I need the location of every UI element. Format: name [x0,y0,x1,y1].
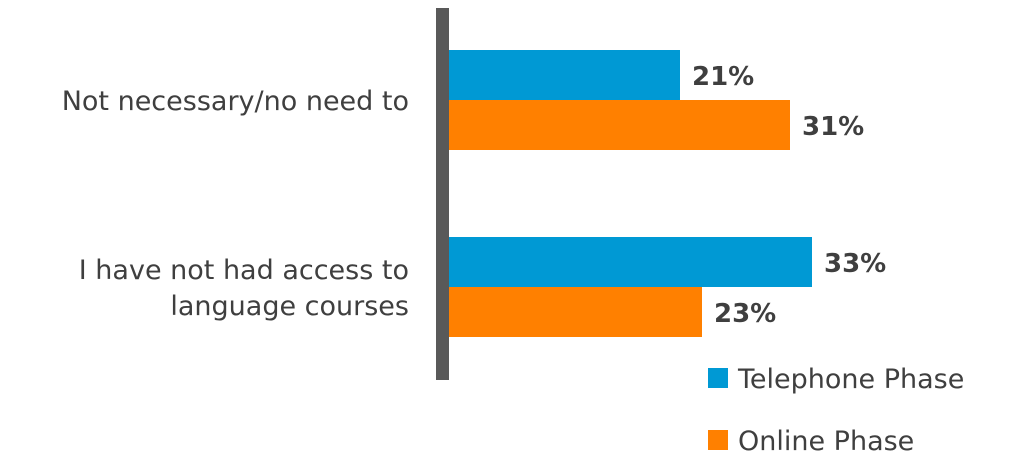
y-axis-line [436,8,449,380]
legend-label-online: Online Phase [738,426,914,457]
data-label-telephone-1: 33% [824,249,886,279]
bar-telephone-1 [449,237,812,287]
bar-online-1 [449,287,702,337]
category-label-0-0: Not necessary/no need to [62,86,409,117]
category-label-1-0: I have not had access to [79,255,409,286]
category-label-1-1: language courses [170,291,409,322]
legend-swatch-telephone [708,368,728,388]
data-label-telephone-0: 21% [692,62,754,92]
bar-online-0 [449,100,790,150]
legend-swatch-online [708,430,728,450]
legend-label-telephone: Telephone Phase [737,364,964,395]
data-label-online-1: 23% [714,299,776,329]
bar-telephone-0 [449,50,680,100]
data-label-online-0: 31% [802,112,864,142]
